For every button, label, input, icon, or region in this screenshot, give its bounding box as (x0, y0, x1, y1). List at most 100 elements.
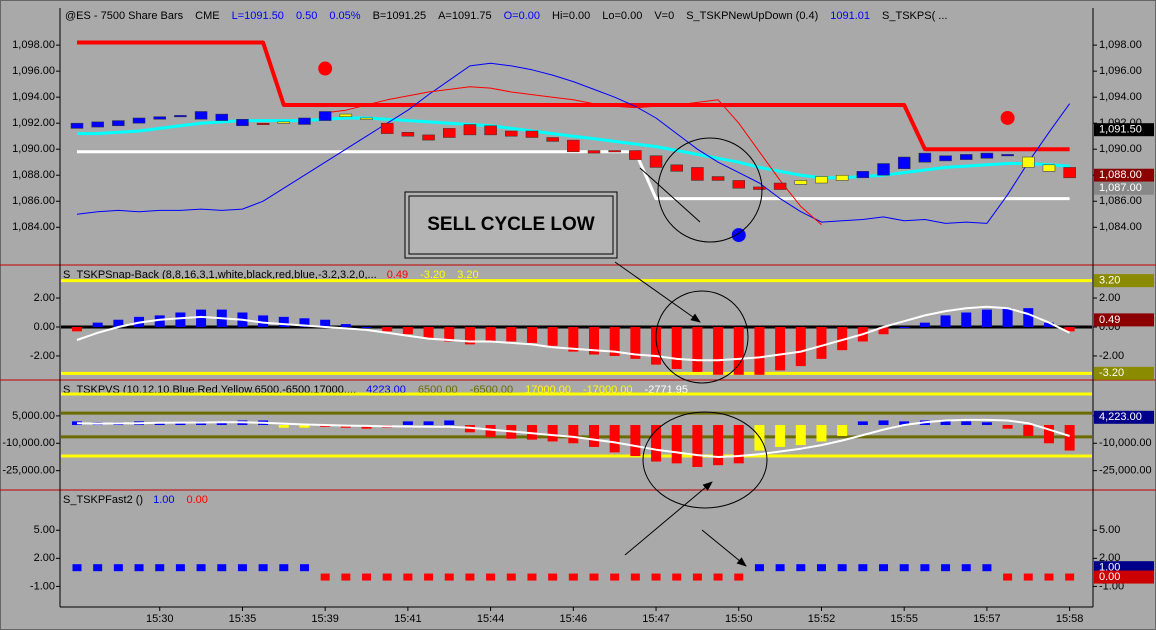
histogram-bar (795, 326, 806, 367)
histogram-bar (692, 425, 703, 467)
histogram-bar (713, 326, 724, 375)
legend-text: A=1091.75 (438, 10, 492, 22)
signal-square (279, 564, 289, 572)
candle (70, 122, 84, 129)
signal-dot (731, 228, 746, 243)
y-tick-label: 0.00 (34, 321, 55, 333)
histogram-bar (671, 425, 682, 464)
signal-square (692, 573, 702, 581)
y-tick-label: 1,096.00 (1099, 65, 1142, 77)
signal-square (527, 573, 537, 581)
y-tick-label: 1,084.00 (1099, 221, 1142, 233)
candle (91, 121, 104, 128)
legend-text: Lo=0.00 (602, 10, 642, 22)
histogram-bar (671, 326, 682, 369)
highlight-circle (642, 411, 768, 509)
x-tick-label: 15:57 (973, 613, 1001, 625)
histogram-bar (816, 425, 827, 442)
histogram-bar (1002, 308, 1013, 327)
histogram-bar (878, 326, 889, 335)
histogram-bar (713, 425, 724, 466)
signal-square (299, 564, 309, 572)
candle (980, 152, 994, 159)
candle (794, 180, 808, 185)
histogram-bar (733, 425, 744, 464)
x-tick-label: 15:46 (560, 613, 588, 625)
signal-dot (318, 61, 333, 76)
candle (277, 121, 291, 124)
price-tag (1094, 313, 1154, 327)
histogram-bar (340, 324, 351, 327)
indicator-line (76, 418, 1070, 458)
arrow (639, 167, 701, 223)
candle (670, 164, 683, 172)
histogram-bar (754, 326, 765, 375)
histogram-bar (981, 309, 992, 327)
candle (773, 182, 787, 190)
signal-square (486, 573, 496, 581)
candle (525, 130, 539, 138)
legend-text: 0.50 (296, 10, 317, 22)
pane-title: S_TSKPSnap-Back (8,8,16,3,1,white,black,… (63, 269, 377, 281)
histogram-bar (630, 326, 641, 359)
candle (815, 176, 828, 184)
histogram-bar (278, 425, 289, 428)
candle (732, 180, 746, 189)
histogram-bar (589, 425, 599, 447)
histogram-bar (940, 420, 951, 426)
signal-square (217, 564, 227, 572)
histogram-bar (1064, 326, 1075, 332)
histogram-bar (899, 326, 910, 328)
y-tick-label: -25,000.00 (2, 465, 55, 477)
candle (629, 150, 642, 160)
histogram-bar (837, 425, 848, 436)
histogram-bar (216, 422, 227, 426)
signal-square (610, 573, 620, 581)
price-tag-label: 1,087.00 (1099, 182, 1142, 194)
histogram-bar (981, 422, 992, 426)
signal-square (1023, 573, 1033, 581)
candle (711, 176, 725, 181)
signal-square (506, 573, 516, 581)
signal-square (548, 573, 558, 581)
signal-dot (1000, 110, 1015, 125)
signal-square (1065, 573, 1075, 581)
x-tick-label: 15:39 (311, 613, 339, 625)
candle (1042, 164, 1056, 172)
candle (132, 117, 146, 124)
histogram-bar (278, 316, 289, 327)
legend-text: 0.05% (329, 10, 360, 22)
histogram-bar (1064, 425, 1075, 451)
legend-text: 1.00 (153, 494, 174, 506)
histogram-bar (630, 425, 641, 457)
histogram-bar (816, 326, 827, 359)
signal-square (879, 564, 889, 572)
signal-square (258, 564, 268, 572)
price-tag-label: 0.49 (1099, 314, 1120, 326)
price-tag (1094, 168, 1154, 182)
price-tag (1094, 181, 1154, 195)
x-tick-label: 15:41 (394, 613, 422, 625)
price-tag (1094, 274, 1154, 288)
candle (1001, 154, 1014, 157)
histogram-bar (878, 420, 889, 426)
candle (194, 111, 208, 120)
signal-square (713, 573, 723, 581)
histogram-bar (299, 425, 310, 428)
histogram-bar (692, 326, 703, 372)
histogram-bar (899, 421, 910, 426)
histogram-bar (423, 421, 434, 426)
legend-text: -3.20 (420, 269, 445, 281)
y-tick-label: 1,086.00 (1099, 195, 1142, 207)
y-tick-label: 1,092.00 (12, 117, 55, 129)
legend-text: V=0 (654, 10, 674, 22)
y-tick-label: 2.00 (1099, 292, 1120, 304)
annotation-box (404, 191, 618, 259)
histogram-bar (651, 425, 662, 462)
signal-square (196, 564, 206, 572)
signal-square (237, 564, 247, 572)
price-tag-label: 0.00 (1099, 571, 1120, 583)
histogram-bar (609, 326, 620, 356)
